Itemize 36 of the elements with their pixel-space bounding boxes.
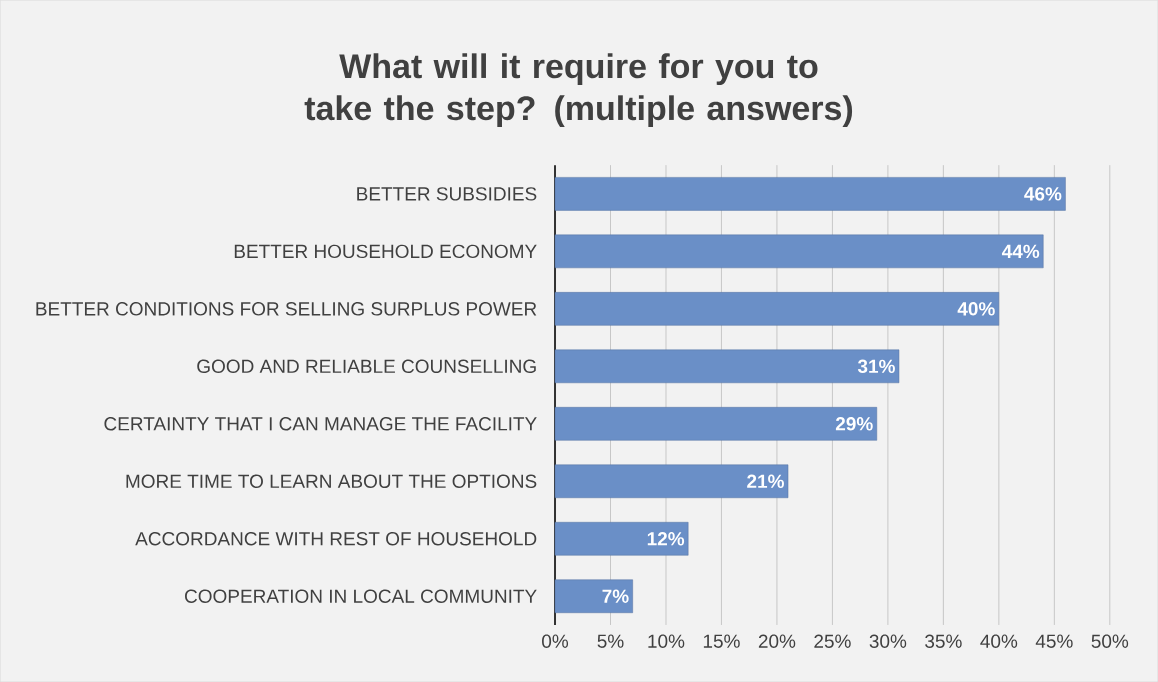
y-tick-label: BETTER SUBSIDIES [357, 187, 537, 201]
bar [554, 406, 878, 441]
x-tick-label: 0% [542, 634, 569, 648]
y-tick-label: GOOD AND RELIABLE COUNSELLING [197, 359, 536, 373]
bar [554, 234, 1044, 269]
y-tick-label: BETTER CONDITIONS FOR SELLING SURPLUS POWER [36, 302, 537, 316]
y-tick-label: ACCORDANCE WITH REST OF HOUSEHOLD [135, 531, 537, 546]
data-label: 21% [747, 474, 784, 488]
bar [554, 579, 633, 613]
y-tick-label: BETTER HOUSEHOLD ECONOMY [234, 244, 537, 259]
x-tick-label: 20% [758, 634, 796, 648]
x-tick-label: 30% [869, 634, 907, 648]
x-tick-label: 25% [814, 634, 851, 648]
bar [554, 177, 1066, 211]
chart-title: What will it require for you to take the step? (multiple answers) [304, 53, 853, 127]
bar [554, 292, 1000, 326]
data-label: 29% [835, 417, 873, 431]
x-tick-label: 45% [1035, 634, 1073, 648]
bar [554, 464, 789, 498]
data-label: 44% [1001, 244, 1040, 258]
y-tick-label: COOPERATION IN LOCAL COMMUNITY [185, 589, 537, 603]
y-tick-label: MORE TIME TO LEARN ABOUT THE OPTIONS [126, 474, 537, 488]
y-tick-label: CERTAINTY THAT I CAN MANAGE THE FACILITY [104, 417, 537, 431]
bar [554, 349, 900, 383]
data-label: 46% [1024, 187, 1062, 201]
x-tick-label: 10% [648, 634, 685, 648]
x-tick-label: 50% [1091, 634, 1129, 648]
x-tick-label: 5% [597, 634, 624, 648]
data-label: 12% [647, 531, 685, 546]
data-label: 31% [857, 359, 895, 373]
bar [554, 521, 689, 556]
x-tick-label: 40% [980, 634, 1018, 648]
data-label: 7% [602, 589, 629, 603]
data-label: 40% [957, 302, 995, 316]
x-tick-label: 35% [925, 634, 962, 648]
x-tick-label: 15% [703, 634, 740, 648]
